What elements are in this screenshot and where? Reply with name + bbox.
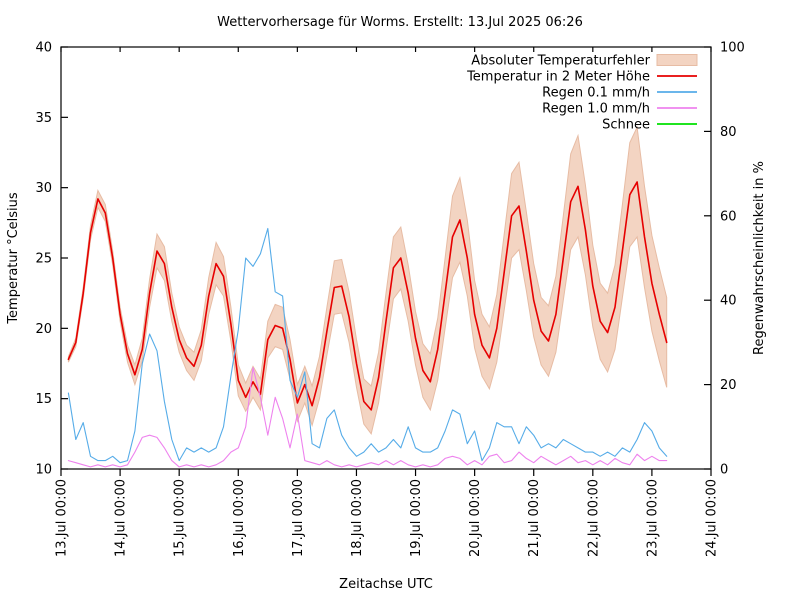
legend-label: Regen 0.1 mm/h <box>542 86 650 101</box>
x-tick-label: 22.Jul 00:00 <box>586 479 601 557</box>
x-tick-label: 13.Jul 00:00 <box>55 479 70 557</box>
x-tick-label: 20.Jul 00:00 <box>468 479 483 557</box>
legend-label: Regen 1.0 mm/h <box>542 102 650 117</box>
rain-01-line <box>67 227 668 464</box>
y-axis-label-right: Regenwahrscheinlichkeit in % <box>752 161 767 355</box>
y-left-tick-label: 30 <box>35 181 52 196</box>
y-right-tick-label: 60 <box>720 209 737 224</box>
y-left-tick-label: 20 <box>35 322 52 337</box>
x-tick-label: 16.Jul 00:00 <box>232 479 247 557</box>
legend-label: Schnee <box>602 118 650 133</box>
x-tick-label: 14.Jul 00:00 <box>114 479 129 557</box>
y-right-tick-label: 100 <box>720 41 745 56</box>
y-axis-label-left: Temperatur °Celsius <box>6 192 21 325</box>
y-left-tick-label: 40 <box>35 41 52 56</box>
y-left-tick-label: 35 <box>35 111 52 126</box>
x-tick-label: 24.Jul 00:00 <box>705 479 720 557</box>
plot-area <box>67 125 668 468</box>
x-tick-label: 18.Jul 00:00 <box>350 479 365 557</box>
legend-swatch-band <box>656 54 698 66</box>
legend-item: Schnee <box>602 118 697 133</box>
y-right-tick-label: 40 <box>720 294 737 309</box>
y-left-tick-label: 25 <box>35 252 52 267</box>
x-tick-label: 23.Jul 00:00 <box>645 479 660 557</box>
x-tick-label: 19.Jul 00:00 <box>409 479 424 557</box>
y-right-tick-label: 20 <box>720 378 737 393</box>
legend-item: Regen 1.0 mm/h <box>542 102 697 117</box>
temperature-line <box>67 181 668 411</box>
legend-label: Temperatur in 2 Meter Höhe <box>466 70 650 85</box>
x-axis-label: Zeitachse UTC <box>339 577 433 592</box>
y-left-tick-label: 15 <box>35 392 52 407</box>
y-left-tick-label: 10 <box>35 463 52 478</box>
x-tick-label: 17.Jul 00:00 <box>291 479 306 557</box>
legend-item: Absoluter Temperaturfehler <box>471 54 698 69</box>
x-tick-label: 21.Jul 00:00 <box>527 479 542 557</box>
axes: 13.Jul 00:00 14.Jul 00:00 15.Jul 00:00 16.J… <box>35 41 744 557</box>
x-tick-label: 15.Jul 00:00 <box>173 479 188 557</box>
chart-title: Wettervorhersage für Worms. Erstellt: 13… <box>217 15 583 30</box>
y-right-tick-label: 0 <box>720 463 728 478</box>
legend-label: Absoluter Temperaturfehler <box>471 54 650 69</box>
y-right-tick-label: 80 <box>720 125 737 140</box>
legend-item: Temperatur in 2 Meter Höhe <box>466 70 697 85</box>
legend-item: Regen 0.1 mm/h <box>542 86 697 101</box>
rain-10-line <box>67 367 668 468</box>
temperature-error-band <box>67 125 668 435</box>
